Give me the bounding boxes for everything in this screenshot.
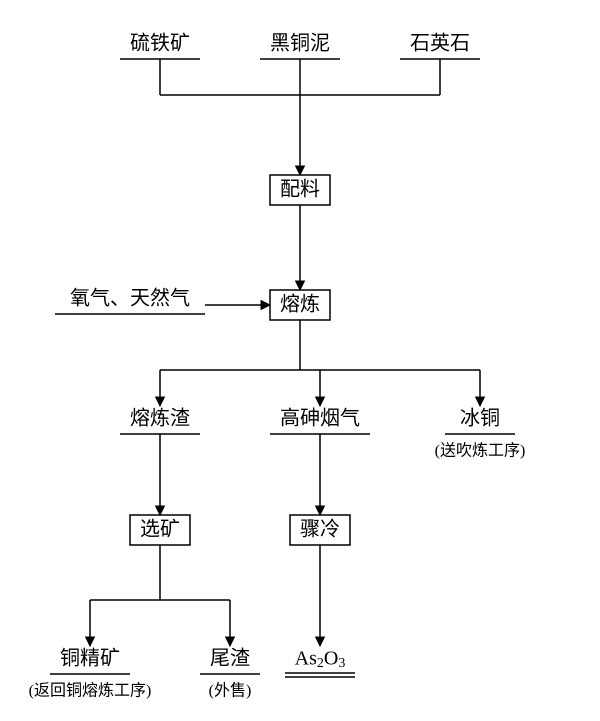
smelt: 熔炼 [270, 290, 330, 320]
fume: 高砷烟气 [270, 407, 370, 434]
svg-text:铜精矿: 铜精矿 [60, 647, 120, 670]
svg-text:黑铜泥: 黑铜泥 [270, 32, 330, 55]
as2o3: As2O3 [285, 648, 355, 677]
slag: 熔炼渣 [120, 407, 200, 434]
svg-text:As2O3: As2O3 [295, 648, 346, 672]
svg-text:配料: 配料 [280, 178, 320, 201]
svg-text:石英石: 石英石 [410, 32, 470, 55]
svg-text:熔炼: 熔炼 [280, 293, 320, 316]
conc: 铜精矿 (返回铜熔炼工序) [29, 647, 152, 700]
gas: 氧气、天然气 [55, 287, 205, 314]
flowchart: 硫铁矿 黑铜泥 石英石配料熔炼 氧气、天然气熔炼渣 高砷烟气 冰铜 (送吹炼工序) 选矿 骤冷铜… [0, 0, 600, 721]
tail: 尾渣 (外售) [200, 647, 260, 700]
dress: 选矿 [130, 515, 190, 545]
svg-text:高砷烟气: 高砷烟气 [280, 407, 360, 430]
in3: 石英石 [400, 32, 480, 59]
svg-text:(返回铜熔炼工序): (返回铜熔炼工序) [29, 682, 152, 700]
in2: 黑铜泥 [260, 32, 340, 59]
svg-text:熔炼渣: 熔炼渣 [130, 407, 190, 430]
svg-text:冰铜: 冰铜 [460, 407, 500, 430]
svg-text:(送吹炼工序): (送吹炼工序) [435, 442, 526, 460]
svg-text:硫铁矿: 硫铁矿 [130, 32, 190, 55]
svg-text:选矿: 选矿 [140, 518, 180, 541]
in1: 硫铁矿 [120, 32, 200, 59]
mix: 配料 [270, 175, 330, 205]
svg-text:尾渣: 尾渣 [210, 647, 250, 670]
svg-text:(外售): (外售) [209, 682, 252, 700]
matte: 冰铜 (送吹炼工序) [435, 407, 526, 460]
svg-text:骤冷: 骤冷 [300, 518, 340, 541]
quench: 骤冷 [290, 515, 350, 545]
svg-text:氧气、天然气: 氧气、天然气 [70, 287, 190, 310]
